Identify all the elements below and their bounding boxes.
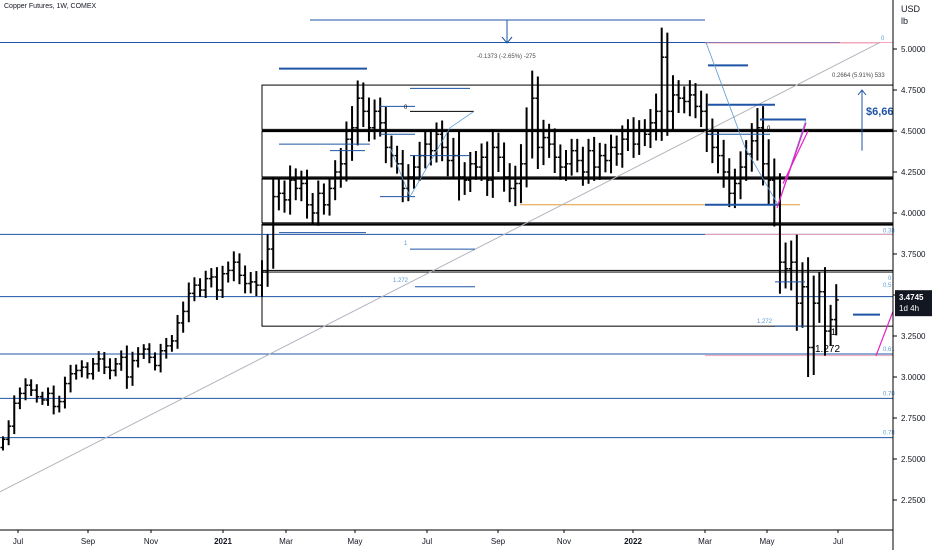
x-tick-label: Nov [557, 537, 571, 546]
range-box [261, 223, 894, 271]
fib-label-0-61: 0.61 [883, 347, 895, 353]
wave-label-1: 1 [831, 327, 836, 337]
fib-label-0: 0 [888, 276, 892, 282]
x-tick-label: Nov [144, 537, 158, 546]
y-tick-label: 2.7500 [901, 414, 926, 423]
x-tick-label: May [347, 537, 362, 546]
ohlc-bars [0, 27, 839, 451]
x-tick-label: Mar [279, 537, 293, 546]
chart-title: Copper Futures, 1W, COMEX [4, 3, 97, 10]
x-tick-label: May [759, 537, 774, 546]
range-box [261, 271, 894, 327]
trend-line [0, 41, 881, 493]
price-badge-countdown: 1d 4h [899, 304, 919, 313]
y-tick-label: 3.0000 [901, 373, 926, 382]
price-badge-value: 3.4745 [899, 293, 924, 302]
fib-label-0-38: 0.38 [883, 228, 895, 234]
x-tick-label: 2022 [624, 537, 642, 546]
drawings: -0.1373 (-2.65%) -275 0.2664 (5.91%) 533 $… [279, 19, 895, 437]
wave-label-1272: 1.272 [815, 344, 840, 355]
y-tick-label: 3.2500 [901, 332, 926, 341]
y-tick-label: 4.0000 [901, 209, 926, 218]
y-tick-label: 4.2500 [901, 168, 926, 177]
fib-label-0: 0 [404, 105, 408, 111]
range-box [261, 84, 894, 130]
unit-label-currency: USD [901, 4, 921, 14]
y-tick-label: 2.5000 [901, 455, 926, 464]
x-tick-label: Jul [833, 537, 843, 546]
price-badge [895, 290, 932, 317]
fib-label-1272: 1.272 [393, 278, 409, 284]
range-box [261, 178, 894, 224]
x-tick-label: Mar [698, 537, 712, 546]
y-tick-label: 4.5000 [901, 127, 926, 136]
fib-label-0: 0 [767, 126, 771, 132]
fib-label-1: 1 [404, 241, 408, 247]
magenta-line [875, 311, 894, 356]
fib-label-0-70: 0.70 [883, 391, 895, 397]
pattern-line [389, 110, 475, 198]
dollar-value-label: $6,66 [866, 106, 894, 118]
price-levels [0, 41, 894, 493]
x-tick-label: Sep [81, 537, 96, 546]
x-tick-label: Jul [422, 537, 432, 546]
fib-label-0: 0 [881, 36, 885, 42]
fib-label-1272: 1.272 [757, 319, 773, 325]
y-tick-label: 5.0000 [901, 45, 926, 54]
measure-arrowhead [501, 36, 513, 44]
unit-label-weight: lb [901, 16, 909, 26]
magenta-line [782, 130, 809, 184]
y-tick-label: 4.7500 [901, 86, 926, 95]
measure-right-label: 0.2664 (5.91%) 533 [832, 73, 885, 79]
price-badge-group: 3.4745 1d 4h [895, 290, 932, 317]
measure-top-label: -0.1373 (-2.65%) -275 [477, 54, 536, 60]
y-tick-label: 3.7500 [901, 250, 926, 259]
x-tick-label: Sep [491, 537, 506, 546]
x-tick-label: 2021 [214, 537, 232, 546]
fib-label-0-5: 0.5 [883, 283, 892, 289]
measure-arrowhead [857, 89, 867, 96]
x-tick-label: Jul [13, 537, 23, 546]
fib-label-0-78: 0.78 [883, 431, 895, 437]
y-tick-label: 2.2500 [901, 496, 926, 505]
